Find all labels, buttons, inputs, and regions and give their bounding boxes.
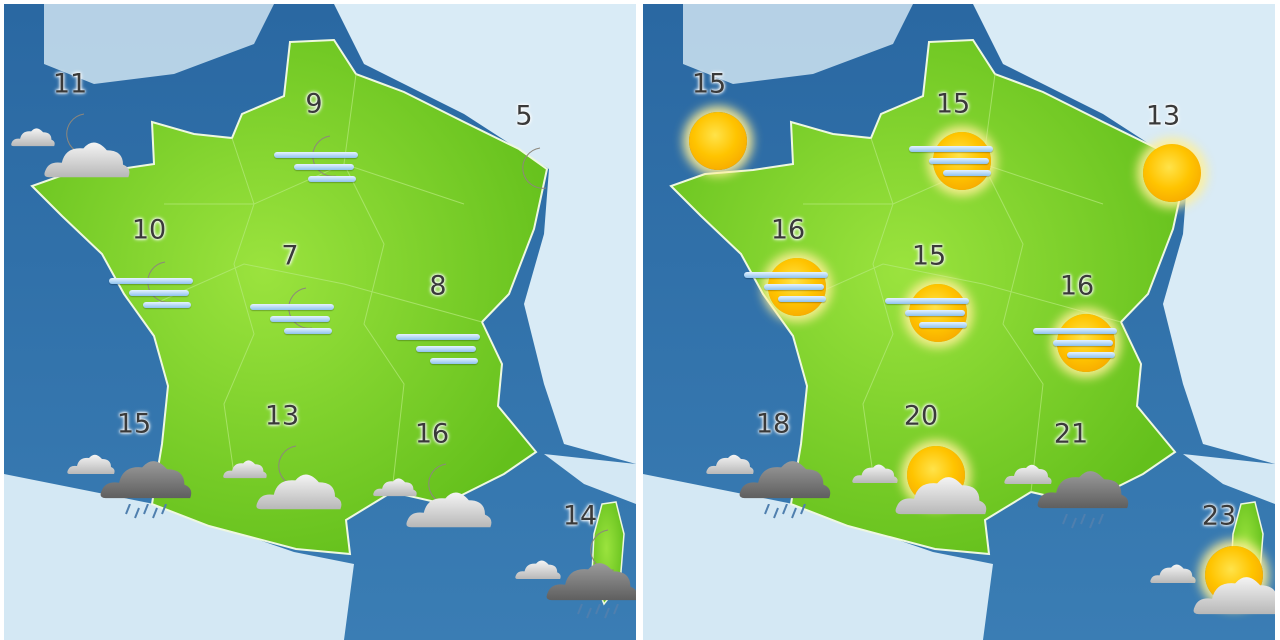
cloud-icon bbox=[739, 461, 831, 499]
cloud-icon bbox=[706, 454, 754, 474]
weather-station: 21 bbox=[1004, 419, 1129, 529]
rain-icon bbox=[1062, 514, 1104, 529]
rain-icon bbox=[764, 504, 806, 519]
spain-landmass bbox=[4, 474, 354, 640]
italy-landmass bbox=[1183, 454, 1275, 504]
temperature-label: 9 bbox=[305, 88, 323, 120]
temperature-label: 7 bbox=[281, 240, 299, 272]
temperature-label: 13 bbox=[264, 400, 300, 432]
temperature-label: 10 bbox=[131, 214, 167, 246]
temperature-label: 18 bbox=[755, 408, 791, 440]
weather-station: 14 bbox=[515, 501, 636, 619]
temperature-label: 20 bbox=[903, 400, 939, 432]
italy-landmass bbox=[544, 454, 636, 504]
sun-icon bbox=[689, 112, 747, 170]
cloud-icon bbox=[1193, 577, 1275, 615]
weather-station: 20 bbox=[852, 401, 987, 515]
uk-landmass bbox=[44, 4, 274, 84]
cloud-icon bbox=[100, 461, 192, 499]
cloud-icon bbox=[11, 128, 55, 147]
weather-station: 9 bbox=[274, 89, 358, 182]
weather-station: 23 bbox=[1150, 501, 1275, 615]
region-borders bbox=[153, 73, 483, 493]
temperature-label: 23 bbox=[1201, 500, 1237, 532]
cloud-icon bbox=[373, 478, 417, 497]
weather-station: 10 bbox=[109, 215, 193, 308]
cloud-icon bbox=[1150, 564, 1196, 584]
cloud-icon bbox=[406, 492, 492, 528]
benelux-germany-landmass bbox=[973, 4, 1275, 464]
cloud-icon bbox=[223, 460, 267, 479]
cloud-icon bbox=[546, 563, 636, 601]
cloud-icon bbox=[515, 560, 561, 580]
weather-station: 16 bbox=[1033, 271, 1117, 372]
sun-icon bbox=[1143, 144, 1201, 202]
temperature-label: 15 bbox=[691, 68, 727, 100]
temperature-label: 16 bbox=[1059, 270, 1095, 302]
temperature-label: 14 bbox=[562, 500, 598, 532]
spain-landmass bbox=[643, 474, 993, 640]
cloud-icon bbox=[852, 464, 898, 484]
temperature-label: 16 bbox=[414, 418, 450, 450]
weather-station: 5 bbox=[515, 101, 547, 189]
cloud-icon bbox=[895, 477, 987, 515]
temperature-label: 15 bbox=[911, 240, 947, 272]
weather-station: 15 bbox=[67, 409, 192, 519]
weather-station: 7 bbox=[250, 241, 334, 334]
temperature-label: 21 bbox=[1053, 418, 1089, 450]
weather-station: 15 bbox=[689, 69, 747, 170]
benelux-germany-landmass bbox=[334, 4, 636, 464]
cloud-icon bbox=[1037, 471, 1129, 509]
temperature-label: 5 bbox=[515, 100, 533, 132]
weather-station: 8 bbox=[396, 271, 480, 364]
map-background bbox=[4, 4, 636, 640]
night-forecast-map: 11 9 5 10 7 8 15 13 16 14 bbox=[4, 4, 636, 640]
uk-landmass bbox=[683, 4, 913, 84]
moon-icon bbox=[522, 147, 547, 189]
temperature-label: 8 bbox=[429, 270, 447, 302]
temperature-label: 11 bbox=[52, 68, 88, 100]
weather-station: 15 bbox=[909, 89, 993, 190]
weather-station: 18 bbox=[706, 409, 831, 519]
cloud-icon bbox=[1004, 464, 1052, 484]
rain-icon bbox=[577, 604, 619, 619]
france-landmass bbox=[30, 38, 549, 556]
temperature-label: 15 bbox=[935, 88, 971, 120]
temperature-label: 16 bbox=[770, 214, 806, 246]
weather-station: 15 bbox=[885, 241, 969, 342]
weather-station: 16 bbox=[744, 215, 828, 316]
weather-station: 16 bbox=[373, 419, 492, 528]
weather-station: 13 bbox=[223, 401, 342, 510]
cloud-icon bbox=[67, 454, 115, 474]
temperature-label: 13 bbox=[1145, 100, 1181, 132]
temperature-label: 15 bbox=[116, 408, 152, 440]
weather-station: 11 bbox=[11, 69, 130, 178]
cloud-icon bbox=[44, 142, 130, 178]
moon-icon bbox=[590, 529, 615, 571]
day-forecast-map: 15 15 13 16 15 16 18 20 21 23 bbox=[643, 4, 1275, 640]
rain-icon bbox=[125, 504, 167, 519]
weather-station: 13 bbox=[1143, 101, 1201, 202]
cloud-icon bbox=[256, 474, 342, 510]
